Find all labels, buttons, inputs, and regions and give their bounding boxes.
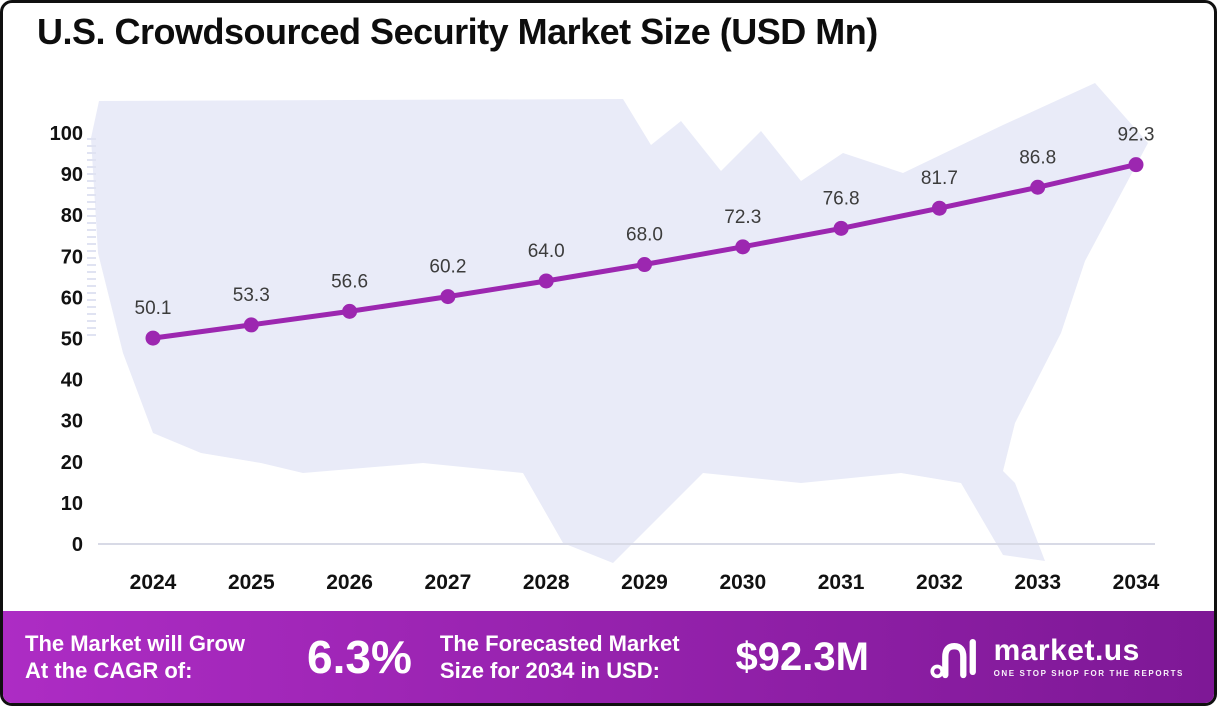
cagr-label-line2: At the CAGR of:	[25, 658, 193, 683]
y-tick-label: 80	[61, 205, 83, 227]
forecast-label-line1: The Forecasted Market	[439, 630, 680, 656]
forecast-value: $92.3M	[735, 634, 869, 679]
data-point-label: 56.6	[331, 271, 368, 292]
forecast-label: The Forecasted Market Size for 2034 in U…	[440, 630, 680, 685]
data-point	[637, 257, 652, 273]
data-point	[440, 289, 456, 305]
data-point	[735, 239, 751, 255]
data-point-label: 68.0	[626, 225, 663, 246]
data-point-label: 86.8	[1019, 147, 1056, 168]
y-tick-label: 30	[61, 411, 83, 433]
chart-title: U.S. Crowdsourced Security Market Size (…	[37, 11, 878, 52]
y-tick-label: 0	[72, 534, 83, 556]
y-tick-label: 50	[61, 329, 83, 351]
data-point-label: 72.3	[724, 207, 761, 228]
forecast-label-line2: Size for 2034 in USD:	[439, 658, 660, 683]
y-tick-label: 10	[61, 493, 83, 515]
brand-text: market.us ONE STOP SHOP FOR THE REPORTS	[994, 636, 1184, 678]
x-axis-label: 2031	[818, 571, 865, 594]
data-point-label: 92.3	[1118, 125, 1155, 146]
x-axis-label: 2024	[130, 571, 177, 594]
x-axis-label: 2030	[719, 571, 766, 594]
brand-logo: market.us ONE STOP SHOP FOR THE REPORTS	[930, 634, 1184, 680]
data-point	[145, 330, 161, 346]
data-point	[931, 200, 947, 216]
y-tick-label: 90	[61, 164, 83, 186]
data-point-label: 64.0	[528, 241, 565, 262]
y-axis-minor-ticks	[87, 138, 96, 336]
y-tick-label: 20	[61, 452, 83, 474]
brand-tagline: ONE STOP SHOP FOR THE REPORTS	[993, 669, 1184, 678]
data-point	[833, 220, 849, 236]
y-tick-label: 60	[61, 287, 83, 309]
footer-banner: The Market will Grow At the CAGR of: 6.3…	[3, 611, 1214, 703]
data-point-label: 81.7	[921, 168, 958, 189]
cagr-label-line1: The Market will Grow	[25, 630, 246, 656]
cagr-label: The Market will Grow At the CAGR of:	[25, 630, 245, 685]
data-point-label: 60.2	[429, 257, 466, 278]
brand-name: market.us	[993, 634, 1140, 667]
x-axis-label: 2032	[916, 571, 963, 594]
x-axis-label: 2029	[621, 571, 668, 594]
data-point	[538, 273, 554, 289]
y-tick-label: 40	[61, 370, 83, 392]
data-point	[342, 303, 358, 319]
data-point-label: 50.1	[135, 298, 172, 319]
marketus-logo-icon	[930, 639, 976, 679]
y-tick-label: 70	[61, 246, 83, 268]
cagr-value: 6.3%	[307, 631, 412, 683]
x-axis-label: 2034	[1113, 571, 1160, 594]
data-point-label: 76.8	[823, 188, 860, 209]
y-tick-label: 100	[50, 123, 83, 145]
data-point	[1030, 179, 1046, 195]
x-axis-label: 2027	[425, 571, 472, 594]
data-point	[243, 317, 259, 333]
us-map-silhouette	[91, 83, 1148, 563]
data-point-label: 53.3	[233, 285, 270, 306]
x-axis-label: 2028	[523, 571, 570, 594]
data-point	[1128, 157, 1144, 173]
x-axis-label: 2025	[228, 571, 275, 594]
x-axis-label: 2026	[326, 571, 373, 594]
x-axis-label: 2033	[1014, 571, 1061, 594]
